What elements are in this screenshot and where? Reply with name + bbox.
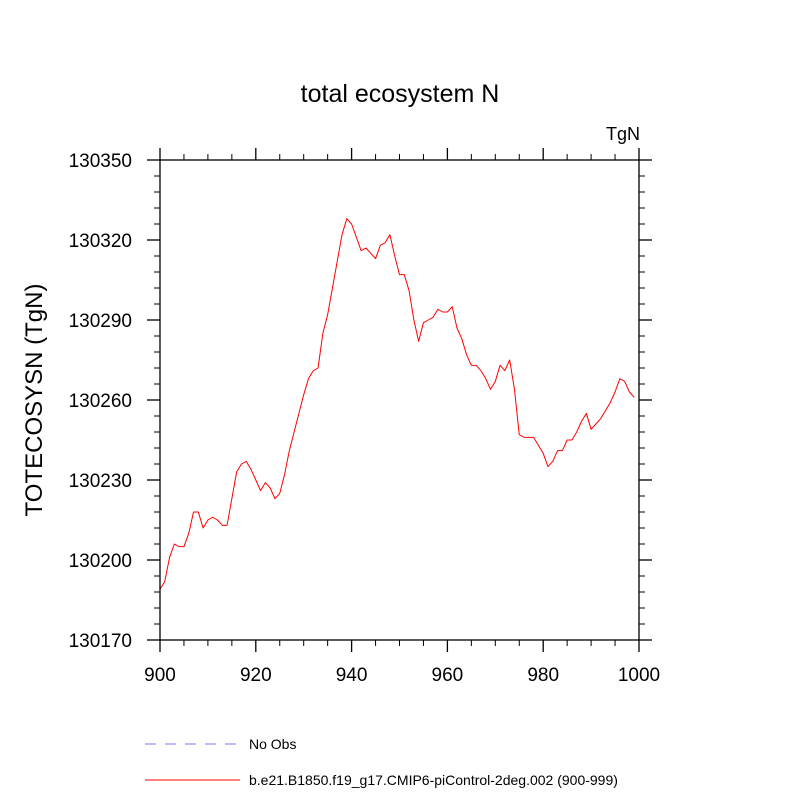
chart-title: total ecosystem N	[301, 80, 500, 108]
plot-frame	[159, 159, 640, 641]
y-tick-label: 130260	[69, 391, 132, 412]
y-tick-label: 130230	[69, 471, 132, 492]
legend-label-series: b.e21.B1850.f19_g17.CMIP6-piControl-2deg…	[249, 772, 618, 788]
x-tick-label: 980	[527, 665, 559, 686]
x-tick-label: 900	[144, 665, 176, 686]
x-tick-label: 920	[240, 665, 272, 686]
series-line	[159, 218, 635, 590]
legend: No Obs b.e21.B1850.f19_g17.CMIP6-piContr…	[145, 736, 618, 788]
units-label: TgN	[606, 124, 640, 144]
y-tick-label: 130290	[69, 311, 132, 332]
y-tick-label: 130320	[69, 231, 132, 252]
legend-label-no-obs: No Obs	[249, 736, 296, 752]
y-tick-label: 130200	[69, 551, 132, 572]
x-tick-label: 1000	[618, 665, 660, 686]
data-group	[159, 218, 635, 590]
x-tick-label: 940	[336, 665, 368, 686]
y-tick-label: 130170	[69, 631, 132, 652]
axes-group: 900 920 940 960 980 1000 130170 130200 130230 130…	[69, 148, 660, 686]
y-axis-label: TOTECOSYSN (TgN)	[21, 284, 48, 517]
y-tick-label: 130350	[69, 151, 132, 172]
x-tick-label: 960	[432, 665, 464, 686]
